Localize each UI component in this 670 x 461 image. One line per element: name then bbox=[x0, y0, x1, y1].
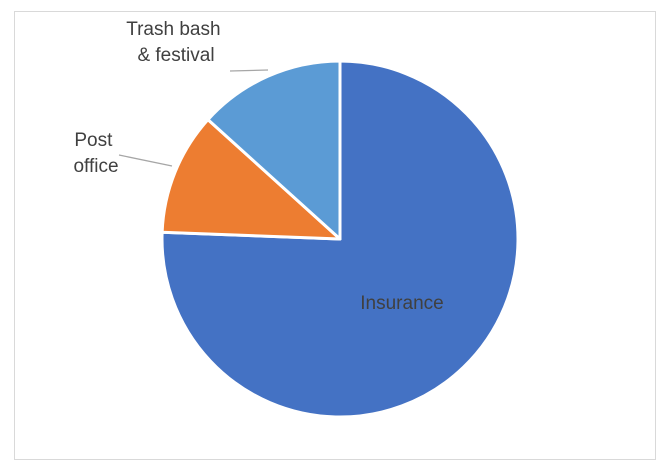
pie-slices bbox=[160, 59, 520, 419]
leader-line-trash-bash-festival bbox=[229, 69, 269, 72]
pie-slice-post-office bbox=[160, 118, 342, 241]
pie-slice-trash-bash-festival bbox=[206, 59, 342, 241]
slice-label-post-office: Post office bbox=[73, 130, 118, 177]
leader-line-post-office bbox=[118, 154, 173, 167]
slice-label-insurance: Insurance bbox=[360, 293, 443, 314]
slice-labels: Insurance Post office Trash bash & festi… bbox=[73, 19, 443, 314]
leader-lines bbox=[118, 69, 269, 167]
slice-label-trash-bash-festival: Trash bash & festival bbox=[126, 19, 226, 66]
pie-slice-insurance bbox=[160, 59, 520, 419]
